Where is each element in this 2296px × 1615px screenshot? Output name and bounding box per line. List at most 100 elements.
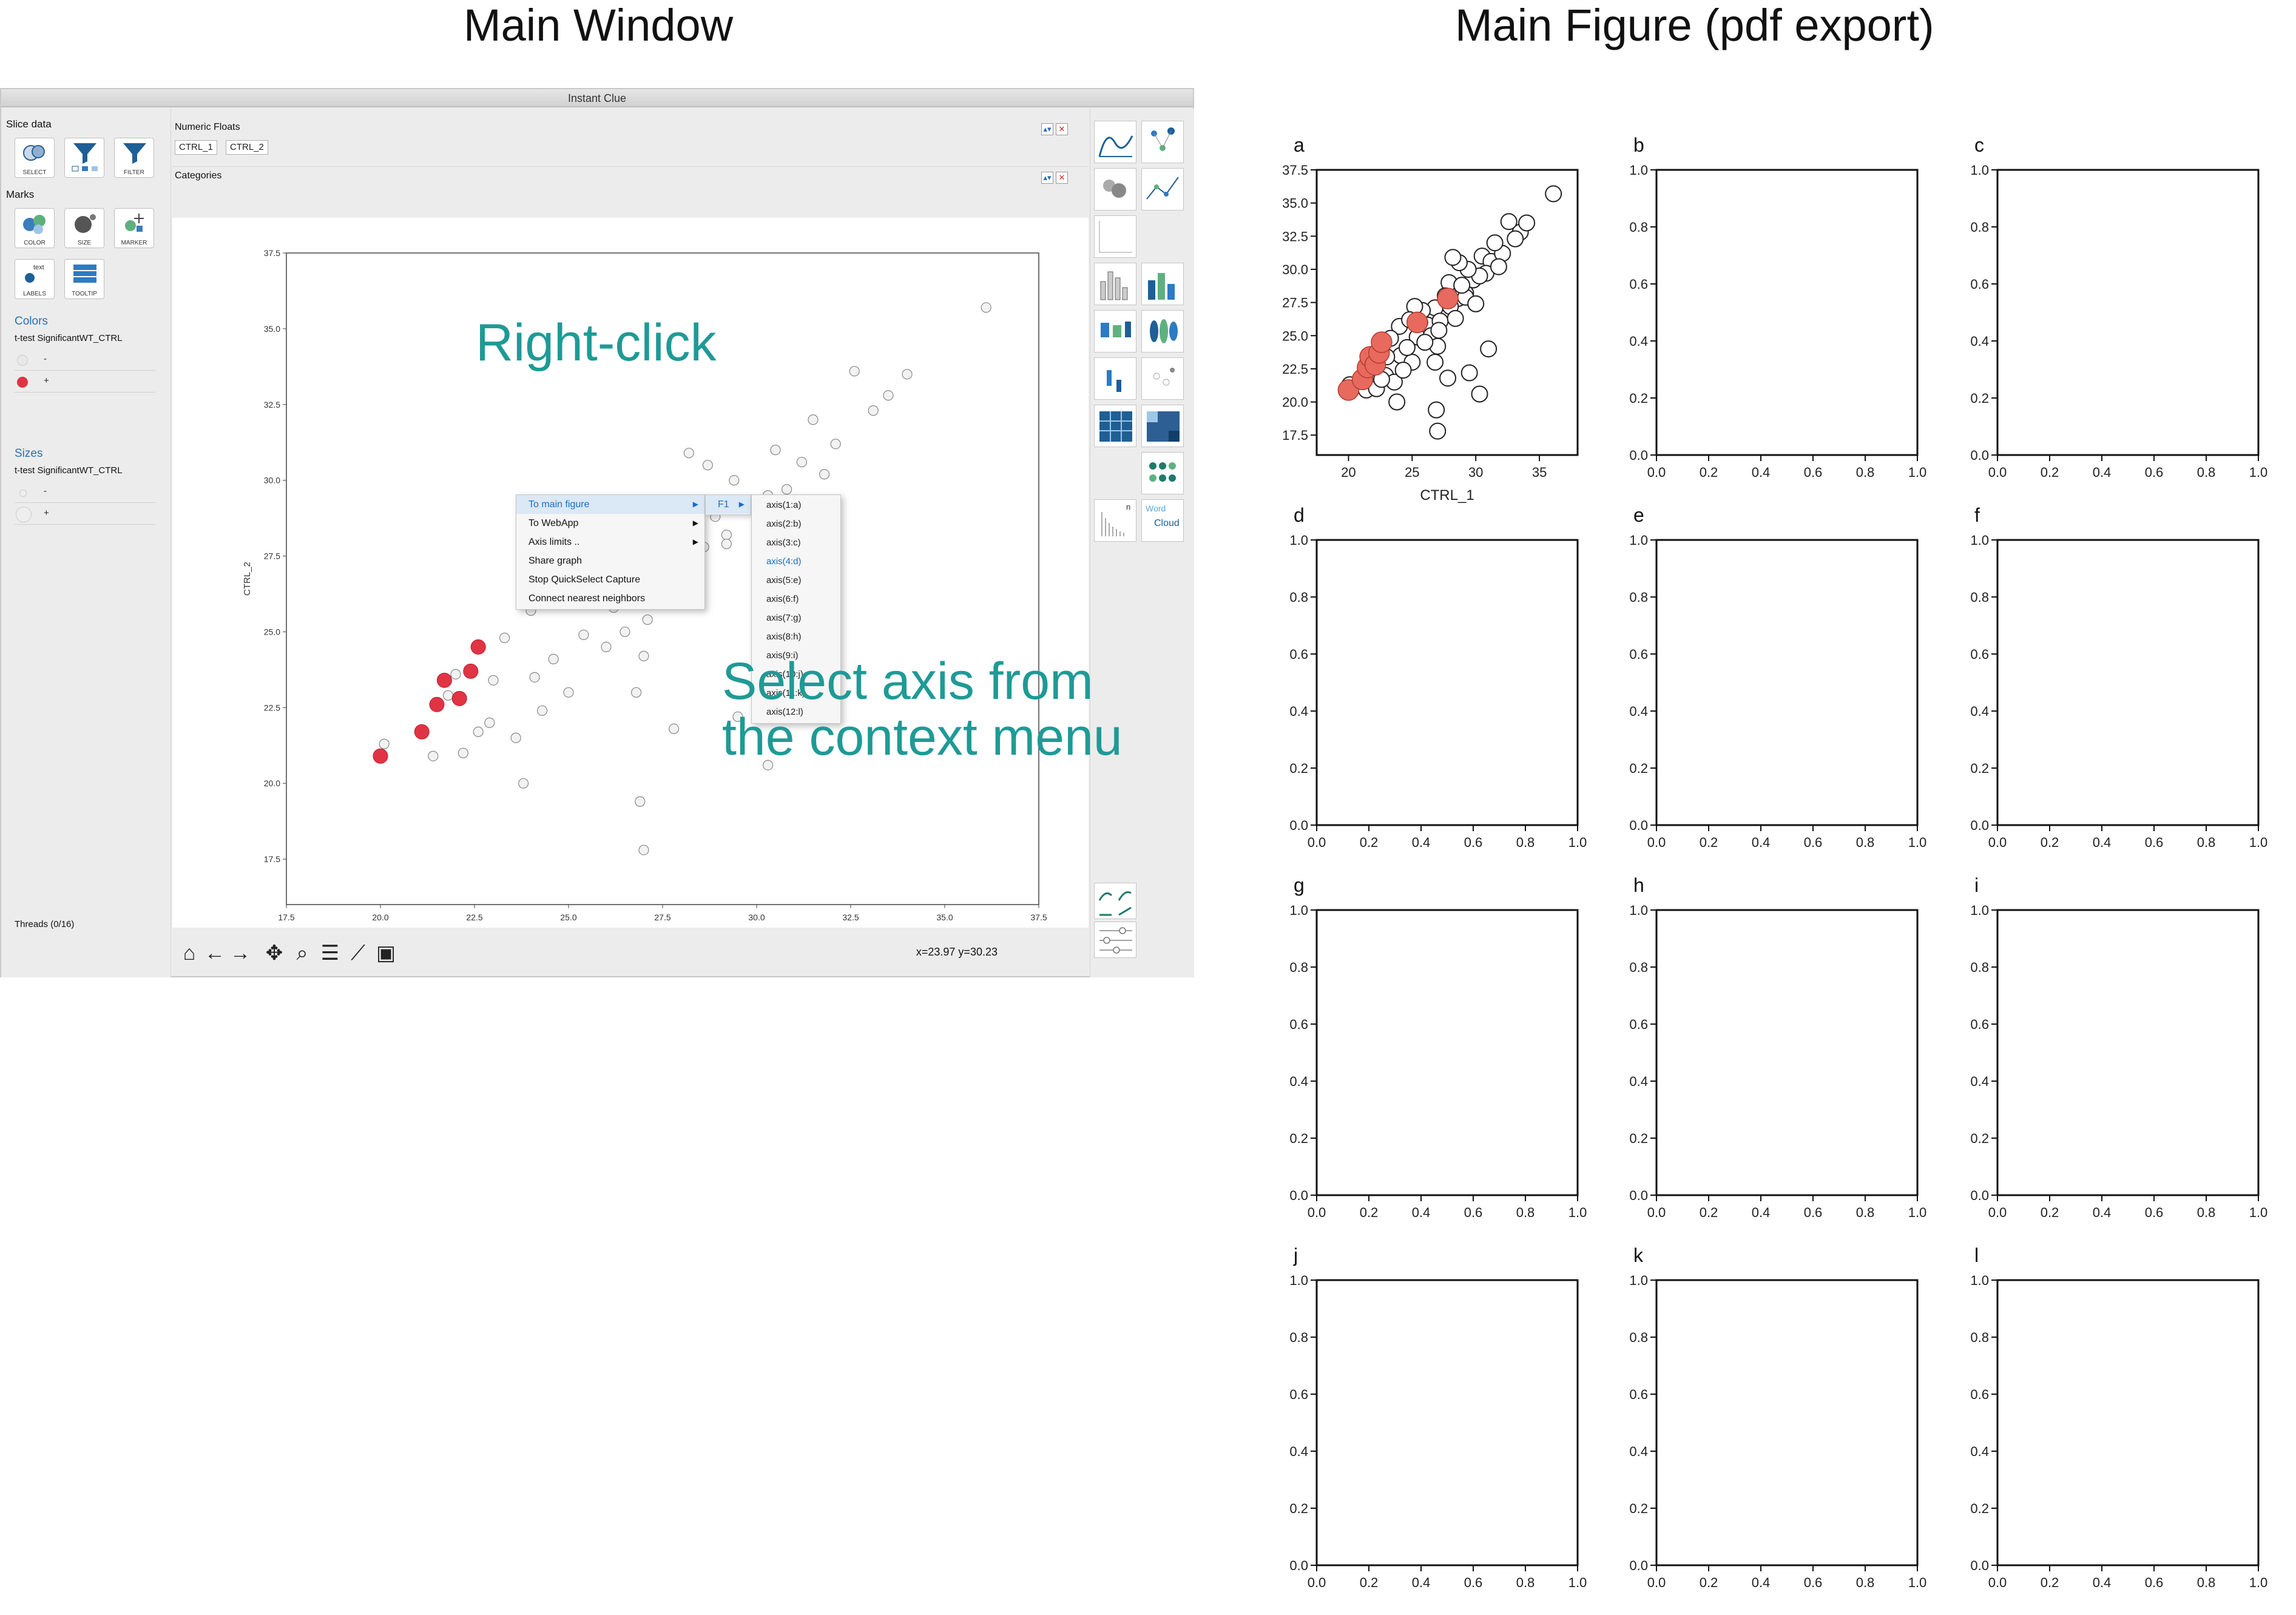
sizes-column: t-test SignificantWT_CTRL: [15, 465, 123, 476]
x-tick-label: 0.0: [1647, 835, 1666, 850]
dimred-plot-button[interactable]: [1094, 168, 1136, 211]
data-point-nonsignificant: [808, 414, 819, 425]
data-point-nonsignificant: [1439, 369, 1457, 387]
swarmplot-button[interactable]: [1141, 357, 1184, 400]
y-tick-label: 0.6: [1970, 277, 1989, 292]
axis-menu-item[interactable]: axis(7:g): [766, 613, 802, 623]
menu-item-to-main-figure[interactable]: To main figure ▶: [516, 495, 704, 514]
x-tick-label: 0.6: [1804, 835, 1823, 850]
curve-fit-button[interactable]: [1094, 883, 1136, 919]
axis-edit-icon[interactable]: ⟋: [351, 942, 365, 965]
panel-letter: f: [1974, 504, 1980, 526]
pan-icon[interactable]: ✥: [265, 942, 283, 965]
submenu-arrow-icon: ▶: [692, 538, 698, 546]
heatmap-button[interactable]: [1094, 405, 1136, 447]
close-icon[interactable]: ✕: [1056, 123, 1068, 135]
menu-item-share-graph[interactable]: Share graph: [516, 551, 704, 570]
slider-settings-button[interactable]: [1094, 922, 1136, 958]
close-icon[interactable]: ✕: [1056, 172, 1068, 184]
scatter-plot-button[interactable]: [1094, 215, 1136, 258]
axis-menu-item[interactable]: axis(12:l): [766, 707, 803, 717]
y-tick-label: 0.4: [1970, 704, 1989, 719]
x-tick-label: 25.0: [560, 912, 576, 922]
x-tick-label: 0.0: [1647, 1205, 1666, 1220]
y-tick-label: 22.5: [1282, 362, 1308, 377]
select-axis-annotation-line2: the context menu: [722, 708, 1123, 766]
size-button[interactable]: SIZE: [64, 208, 104, 248]
x-tick-label: 35: [1532, 465, 1547, 480]
violinplot-button[interactable]: [1141, 310, 1184, 352]
labels-label: LABELS: [23, 291, 46, 297]
y-tick-label: 0.2: [1289, 761, 1308, 776]
app-window: Instant Clue Slice data SELECT FILTER Ma…: [0, 88, 1194, 977]
swarm-icon: [1153, 368, 1175, 386]
size-legend-row-plus[interactable]: +: [15, 504, 155, 525]
y-tick-label: 0.4: [1629, 334, 1648, 349]
panel-letter: c: [1974, 134, 1984, 156]
marks-label: Marks: [6, 189, 35, 200]
axis-menu-item[interactable]: axis(2:b): [766, 519, 802, 529]
axis-menu-item[interactable]: axis(3:c): [766, 538, 801, 548]
axis-menu-item[interactable]: axis(10:j): [766, 669, 803, 679]
word-cloud-button[interactable]: Word Cloud: [1141, 499, 1184, 542]
x-tick-label: 0.0: [1988, 465, 2007, 480]
tooltip-button[interactable]: TOOLTIP: [64, 259, 104, 299]
axis-menu-item[interactable]: axis(1:a): [766, 500, 802, 510]
sort-icon[interactable]: ▴▾: [1041, 123, 1053, 135]
menu-item-stop-quickselect[interactable]: Stop QuickSelect Capture: [516, 570, 704, 589]
menu-item-figure-f1[interactable]: F1 ▶: [706, 495, 751, 514]
rank-plot-button[interactable]: n: [1094, 499, 1136, 542]
zoom-icon[interactable]: ⌕: [296, 942, 308, 965]
sizes-label: Sizes: [15, 447, 43, 460]
menu-item-connect-neighbors[interactable]: Connect nearest neighbors: [516, 589, 704, 608]
menu-item-to-webapp[interactable]: To WebApp ▶: [516, 514, 704, 533]
numeric-chip-ctrl2[interactable]: CTRL_2: [226, 140, 268, 155]
y-tick-label: 0.0: [1629, 818, 1648, 833]
barplot-button[interactable]: [1141, 263, 1184, 305]
x-tick-label: 0.8: [2197, 1575, 2216, 1590]
x-tick-label: 0.8: [1516, 835, 1535, 850]
axis-menu-item[interactable]: axis(8:h): [766, 632, 802, 642]
submenu-arrow-icon: ▶: [738, 500, 745, 508]
y-tick-label: 0.8: [1970, 590, 1989, 605]
y-tick-label: 0.6: [1629, 647, 1648, 662]
axis-menu-item[interactable]: axis(5:e): [766, 575, 802, 585]
axis-menu-item[interactable]: axis(11:k): [766, 688, 805, 698]
axis-menu-item[interactable]: axis(9:i): [766, 650, 799, 661]
save-icon[interactable]: ▣: [376, 942, 396, 965]
dot-matrix-button[interactable]: [1141, 452, 1184, 494]
marker-icon: [125, 214, 144, 232]
density-plot-button[interactable]: [1094, 121, 1136, 163]
x-tick-label: 0.0: [1647, 1575, 1666, 1590]
categorical-filter-button[interactable]: [64, 138, 104, 178]
marker-button[interactable]: MARKER: [114, 208, 154, 248]
select-button[interactable]: SELECT: [15, 138, 55, 178]
cluster-heatmap-button[interactable]: [1141, 405, 1184, 447]
plot-canvas[interactable]: 17.5 20.0 22.5 25.0 27.5 30.0 32.5 35.0 37.5 17.5…: [172, 218, 1089, 939]
subplot-settings-icon[interactable]: ☰: [320, 942, 340, 965]
color-button[interactable]: COLOR: [15, 208, 55, 248]
axis-menu-item[interactable]: axis(6:f): [766, 594, 799, 604]
plot-type-panel: n Word Cloud: [1090, 109, 1194, 977]
home-icon[interactable]: ⌂: [183, 942, 196, 965]
size-legend-row-minus[interactable]: -: [15, 482, 155, 503]
panel-letter: l: [1974, 1244, 1979, 1266]
numeric-chip-ctrl1[interactable]: CTRL_1: [175, 140, 217, 155]
filter-button[interactable]: FILTER: [114, 138, 154, 178]
x-tick-label: 0.4: [1752, 1205, 1771, 1220]
axis-menu-item[interactable]: axis(4:d): [766, 556, 802, 567]
labels-button[interactable]: text LABELS: [15, 259, 55, 299]
back-arrow-icon[interactable]: ←: [204, 942, 225, 965]
color-legend-row-plus[interactable]: +: [15, 372, 155, 393]
data-point-nonsignificant: [428, 750, 439, 761]
histogram-plot-button[interactable]: [1094, 263, 1136, 305]
sort-icon[interactable]: ▴▾: [1041, 172, 1053, 184]
forward-arrow-icon[interactable]: →: [230, 942, 251, 965]
pointplot-button[interactable]: [1094, 357, 1136, 400]
network-plot-button[interactable]: [1141, 121, 1184, 163]
color-legend-row-minus[interactable]: -: [15, 350, 155, 371]
panel-frame: [1315, 1279, 1579, 1566]
boxplot-button[interactable]: [1094, 310, 1136, 352]
line-scatter-plot-button[interactable]: [1141, 168, 1184, 211]
menu-item-axis-limits[interactable]: Axis limits .. ▶: [516, 533, 704, 551]
